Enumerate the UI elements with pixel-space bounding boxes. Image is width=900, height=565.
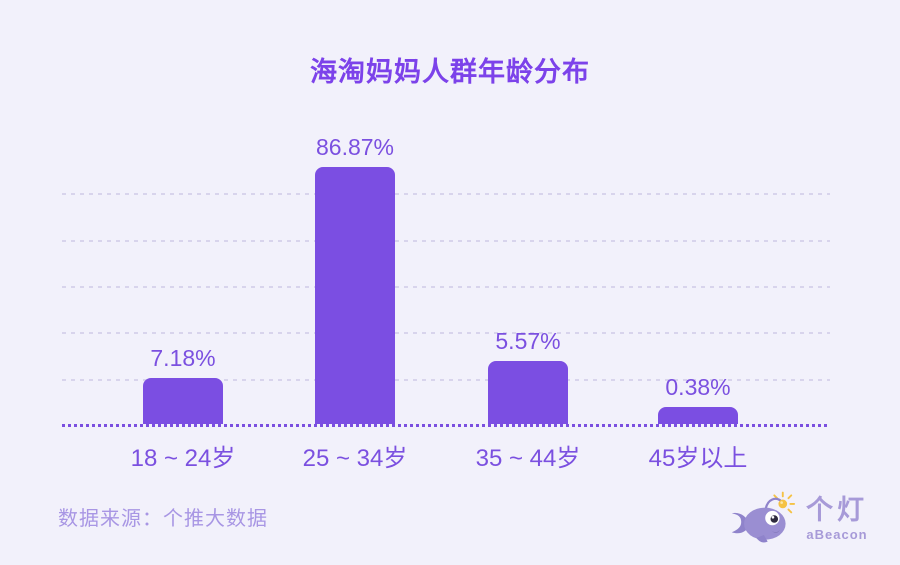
bar-value-label: 7.18% <box>150 345 216 371</box>
gridline <box>62 193 830 195</box>
category-label: 25 ~ 34岁 <box>302 445 408 472</box>
gridline <box>62 332 830 334</box>
data-source-note: 数据来源：个推大数据 <box>58 508 268 530</box>
bar <box>658 407 738 424</box>
brand-logo: 个灯 aBeacon <box>728 488 868 550</box>
axis-baseline <box>62 424 830 427</box>
category-label: 35 ~ 44岁 <box>475 445 581 472</box>
category-label: 45岁以上 <box>648 445 748 472</box>
bar-value-label: 0.38% <box>665 374 731 400</box>
gridline <box>62 240 830 242</box>
bar <box>488 361 568 424</box>
bar-value-label: 5.57% <box>495 328 561 354</box>
bar <box>315 167 395 424</box>
brand-name-cn: 个灯 <box>806 494 868 525</box>
brand-logo-text: 个灯 aBeacon <box>806 494 868 543</box>
gridline <box>62 286 830 288</box>
category-label: 18 ~ 24岁 <box>130 445 236 472</box>
bar-value-label: 86.87% <box>315 134 394 160</box>
brand-name-en: aBeacon <box>806 527 868 543</box>
bar <box>143 378 223 424</box>
anglerfish-logo-icon <box>731 491 796 543</box>
gridline <box>62 379 830 381</box>
chart-title: 海淘妈妈人群年龄分布 <box>310 57 590 87</box>
